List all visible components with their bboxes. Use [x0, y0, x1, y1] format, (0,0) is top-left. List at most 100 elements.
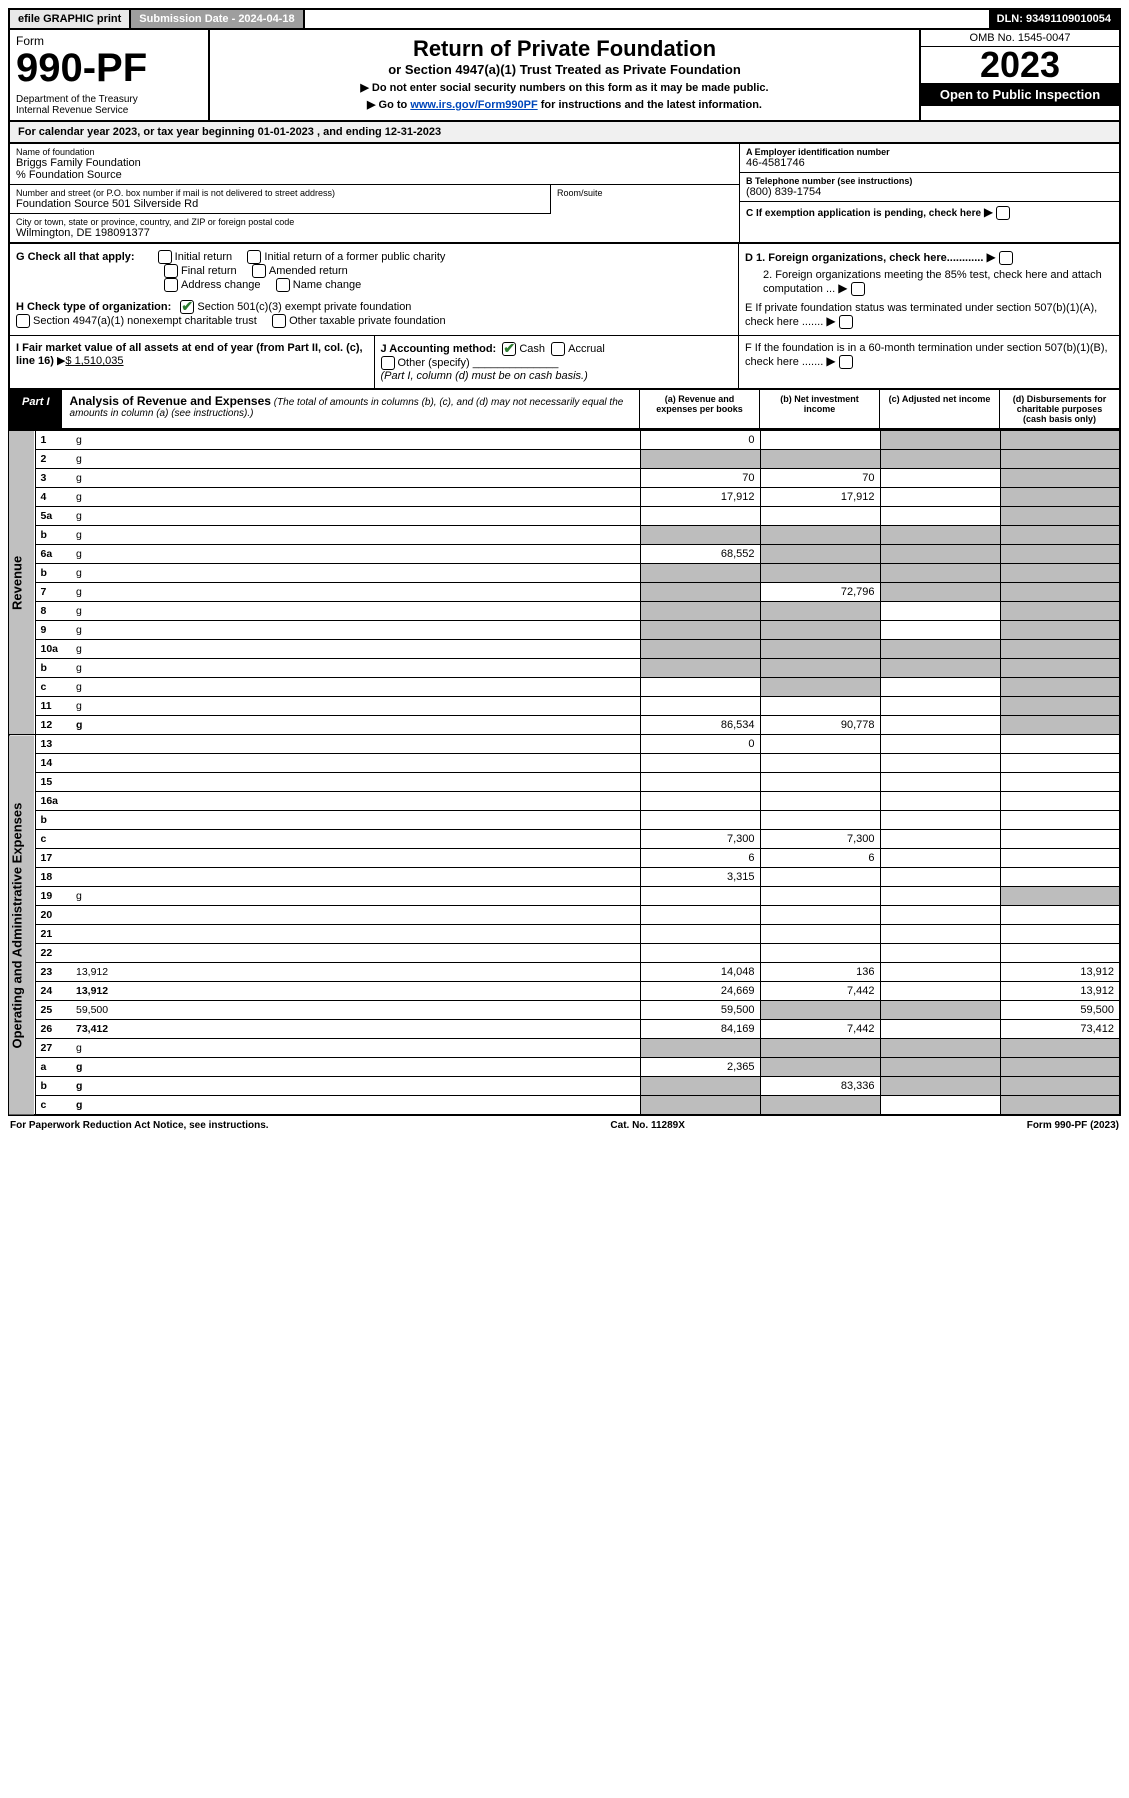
- line-desc: 59,500: [71, 1001, 640, 1020]
- value-cell: [880, 469, 1000, 488]
- value-cell: [880, 678, 1000, 697]
- cb-initial-former[interactable]: [247, 250, 261, 264]
- cb-4947a1[interactable]: [16, 314, 30, 328]
- cb-cash[interactable]: [502, 342, 516, 356]
- cb-final-return[interactable]: [164, 264, 178, 278]
- value-cell: [760, 773, 880, 792]
- value-cell: 68,552: [640, 545, 760, 564]
- cb-e[interactable]: [839, 315, 853, 329]
- line-num: c: [35, 1096, 71, 1116]
- grey-cell: [760, 602, 880, 621]
- cb-address-change[interactable]: [164, 278, 178, 292]
- efile-print-button[interactable]: efile GRAPHIC print: [10, 10, 131, 28]
- value-cell: [760, 697, 880, 716]
- value-cell: 70: [640, 469, 760, 488]
- cb-other-method[interactable]: [381, 356, 395, 370]
- value-cell: [640, 906, 760, 925]
- value-cell: [1000, 735, 1120, 754]
- grey-cell: [1000, 450, 1120, 469]
- grey-cell: [1000, 469, 1120, 488]
- foundation-city: Wilmington, DE 198091377: [16, 227, 733, 239]
- line-num: b: [35, 811, 71, 830]
- value-cell: 136: [760, 963, 880, 982]
- grey-cell: [880, 1001, 1000, 1020]
- value-cell: [880, 811, 1000, 830]
- section-h: H Check type of organization: Section 50…: [16, 300, 732, 328]
- line-num: 9: [35, 621, 71, 640]
- cb-d1[interactable]: [999, 251, 1013, 265]
- foundation-name: Briggs Family Foundation: [16, 157, 733, 169]
- paperwork-notice: For Paperwork Reduction Act Notice, see …: [10, 1120, 269, 1131]
- grey-cell: [1000, 887, 1120, 906]
- grey-cell: [1000, 488, 1120, 507]
- value-cell: [760, 868, 880, 887]
- expenses-side-label: Operating and Administrative Expenses: [9, 735, 35, 1116]
- value-cell: [880, 621, 1000, 640]
- checkbox-c[interactable]: [996, 206, 1010, 220]
- value-cell: [880, 507, 1000, 526]
- grey-cell: [880, 583, 1000, 602]
- grey-cell: [640, 602, 760, 621]
- grey-cell: [640, 621, 760, 640]
- line-desc: [71, 754, 640, 773]
- line-num: 17: [35, 849, 71, 868]
- ein-value: 46-4581746: [746, 157, 1113, 169]
- value-cell: [760, 887, 880, 906]
- line-num: 3: [35, 469, 71, 488]
- value-cell: [640, 792, 760, 811]
- line-desc: g: [71, 1077, 640, 1096]
- line-num: b: [35, 1077, 71, 1096]
- value-cell: 70: [760, 469, 880, 488]
- grey-cell: [760, 450, 880, 469]
- line-num: b: [35, 564, 71, 583]
- cb-name-change[interactable]: [276, 278, 290, 292]
- line-num: 16a: [35, 792, 71, 811]
- value-cell: 14,048: [640, 963, 760, 982]
- value-cell: [640, 811, 760, 830]
- line-desc: [71, 849, 640, 868]
- phone-label: B Telephone number (see instructions): [746, 176, 1113, 186]
- value-cell: [640, 944, 760, 963]
- grey-cell: [760, 678, 880, 697]
- line-desc: g: [71, 583, 640, 602]
- cb-amended-return[interactable]: [252, 264, 266, 278]
- grey-cell: [1000, 1096, 1120, 1116]
- value-cell: [640, 697, 760, 716]
- line-desc: [71, 792, 640, 811]
- grey-cell: [760, 1001, 880, 1020]
- grey-cell: [1000, 602, 1120, 621]
- line-desc: 13,912: [71, 982, 640, 1001]
- grey-cell: [880, 1077, 1000, 1096]
- cb-d2[interactable]: [851, 282, 865, 296]
- value-cell: 3,315: [640, 868, 760, 887]
- line-num: c: [35, 830, 71, 849]
- line-num: b: [35, 526, 71, 545]
- grey-cell: [640, 1077, 760, 1096]
- grey-cell: [880, 431, 1000, 450]
- cb-initial-return[interactable]: [158, 250, 172, 264]
- line-num: a: [35, 1058, 71, 1077]
- value-cell: [880, 754, 1000, 773]
- line-desc: g: [71, 450, 640, 469]
- line-num: 10a: [35, 640, 71, 659]
- part1-label: Part I: [10, 390, 62, 428]
- value-cell: [1000, 906, 1120, 925]
- grey-cell: [760, 564, 880, 583]
- line-num: 15: [35, 773, 71, 792]
- section-d2: 2. Foreign organizations meeting the 85%…: [745, 269, 1113, 296]
- cb-f[interactable]: [839, 355, 853, 369]
- grey-cell: [880, 526, 1000, 545]
- top-bar: efile GRAPHIC print Submission Date - 20…: [8, 8, 1121, 30]
- line-desc: g: [71, 659, 640, 678]
- grey-cell: [760, 1096, 880, 1116]
- cb-accrual[interactable]: [551, 342, 565, 356]
- cb-501c3[interactable]: [180, 300, 194, 314]
- grey-cell: [880, 450, 1000, 469]
- form990pf-link[interactable]: www.irs.gov/Form990PF: [410, 99, 537, 111]
- line-desc: g: [71, 697, 640, 716]
- line-num: 24: [35, 982, 71, 1001]
- value-cell: [880, 1096, 1000, 1116]
- cb-other-taxable[interactable]: [272, 314, 286, 328]
- value-cell: [1000, 868, 1120, 887]
- value-cell: 90,778: [760, 716, 880, 735]
